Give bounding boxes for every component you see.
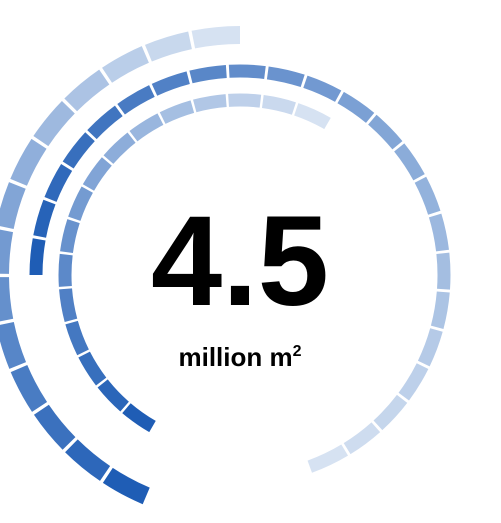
stat-value: 4.5 [151, 190, 329, 333]
inner-ring-segment [294, 103, 331, 130]
middle-ring-segment [430, 291, 450, 329]
outer-ring-segment [102, 46, 150, 83]
middle-ring-segment [343, 422, 381, 455]
inner-ring-segment [97, 379, 129, 412]
middle-ring-segment [29, 238, 46, 276]
middle-ring-segment [44, 164, 73, 202]
inner-ring-segment [65, 320, 89, 356]
outer-ring-segment [64, 69, 110, 112]
inner-ring-segment [193, 94, 227, 113]
inner-ring-segment [159, 100, 195, 124]
middle-ring-segment [307, 444, 349, 473]
middle-ring-segment [189, 64, 227, 84]
inner-ring-segment [68, 186, 93, 221]
stat-unit-text: million m [178, 342, 292, 372]
inner-ring-segment [59, 288, 78, 322]
inner-ring-segment [122, 403, 156, 433]
outer-ring-segment [0, 276, 14, 322]
inner-ring-segment [58, 253, 73, 287]
inner-ring-segment [78, 351, 107, 386]
middle-ring-segment [117, 85, 155, 115]
outer-ring-segment [33, 404, 76, 450]
outer-ring-segment [0, 182, 26, 230]
outer-ring-segment [191, 26, 241, 49]
inner-ring-segment [82, 157, 112, 191]
outer-ring-segment [65, 439, 111, 481]
middle-ring-segment [398, 363, 429, 401]
inner-ring-segment [103, 132, 136, 164]
decorative-rings [0, 26, 451, 505]
outer-ring-segment [0, 321, 27, 369]
middle-ring-segment [228, 64, 266, 79]
outer-ring-segment [144, 31, 193, 62]
middle-ring-segment [368, 114, 403, 150]
outer-ring-segment [0, 229, 14, 275]
outer-ring-segment [10, 364, 48, 412]
inner-ring-segment [60, 219, 80, 254]
middle-ring-segment [266, 66, 305, 88]
outer-ring-segment [33, 100, 75, 147]
middle-ring-segment [303, 75, 342, 102]
outer-ring-segment [102, 467, 150, 505]
outer-ring-segment [10, 138, 47, 186]
middle-ring-segment [394, 143, 425, 181]
stat-unit: million m2 [178, 342, 301, 372]
middle-ring-segment [33, 199, 56, 238]
middle-ring-segment [87, 105, 123, 140]
middle-ring-segment [62, 132, 95, 169]
middle-ring-segment [373, 394, 408, 431]
middle-ring-segment [337, 91, 375, 123]
middle-ring-segment [151, 71, 190, 96]
middle-ring-segment [414, 176, 441, 215]
inner-ring-segment [261, 95, 296, 115]
inner-ring-segment [228, 93, 262, 108]
inner-ring-segment [129, 113, 164, 142]
middle-ring-segment [436, 252, 451, 290]
stat-unit-superscript: 2 [293, 343, 302, 360]
middle-ring-segment [417, 328, 443, 367]
middle-ring-segment [428, 213, 449, 252]
